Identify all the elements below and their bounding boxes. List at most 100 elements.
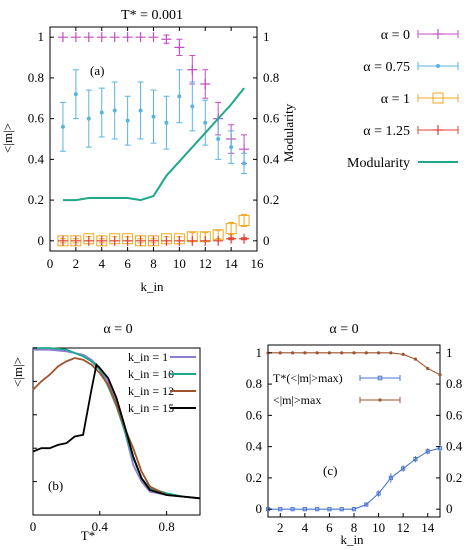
x-tick-label: 8: [150, 256, 157, 271]
legend-marker: [377, 375, 383, 381]
series-4: [62, 87, 245, 202]
data-point: [187, 64, 198, 75]
panel-a-ylabel-left: <|m|>: [0, 123, 15, 153]
panel-a-y-ticks-left: 0 0.2 0.4 0.6 0.8 1: [28, 29, 54, 248]
data-point: [70, 32, 81, 43]
legend-label: α = 0: [381, 28, 410, 43]
x-tick-label: 12: [199, 256, 212, 271]
y-tick-label: 0.4: [28, 151, 45, 166]
modularity-line: [62, 87, 245, 202]
panel-b: α = 0 (b) 0 0.4 0.8 T* <|m|> k_in = 1k_in …: [10, 322, 201, 543]
legend-marker: [433, 125, 443, 135]
data-point: [376, 491, 381, 496]
data-point: [60, 124, 65, 129]
panel-a-xlabel: k_in: [140, 279, 164, 294]
x-tick-label: 0: [30, 519, 37, 534]
data-point: [438, 373, 442, 377]
data-point: [401, 466, 406, 471]
x-tick-label: 0.4: [92, 519, 109, 534]
legend-label: k_in = 1: [128, 350, 168, 364]
panel-c: α = 0 (c) 2 4 6 8 10 12 14 0 0.2 0.4 0.6 0.8 1 0 0.2…: [246, 322, 463, 547]
data-point: [122, 32, 133, 43]
panel-c-x-ticks: 2 4 6 8 10 12 14: [277, 513, 435, 535]
y-tick-label-right: 0.8: [446, 376, 462, 391]
data-point: [177, 94, 182, 99]
x-tick-label: 10: [372, 520, 385, 535]
data-point: [83, 32, 94, 43]
panel-c-xlabel: k_in: [340, 532, 364, 547]
series-line-3: [32, 362, 201, 500]
data-point: [109, 32, 120, 43]
y-tick-label: 0: [38, 233, 45, 248]
legend-swatch-cap: [417, 62, 459, 70]
panel-c-y-ticks-left: 0 0.2 0.4 0.6 0.8 1: [246, 345, 272, 516]
legend-label: α = 1.25: [363, 124, 410, 139]
panel-a-plot-area: [57, 32, 250, 247]
data-point: [376, 351, 381, 355]
legend-label: k_in = 10: [128, 367, 174, 381]
panel-b-title: α = 0: [103, 322, 132, 337]
x-tick-label: 4: [99, 256, 106, 271]
data-point: [388, 475, 393, 481]
data-point: [148, 32, 159, 43]
y-tick-label: 0: [256, 501, 263, 516]
x-tick-label: 4: [302, 520, 309, 535]
series-1: [266, 351, 442, 377]
y-tick-label: 0.8: [28, 70, 44, 85]
x-tick-label: 10: [173, 256, 186, 271]
data-point: [238, 214, 250, 226]
series-0: [265, 445, 443, 512]
data-point: [135, 32, 146, 43]
data-point: [413, 457, 418, 462]
panel-c-plot-area: [265, 351, 443, 512]
series-3: [57, 233, 250, 246]
data-point: [290, 351, 295, 355]
legend-marker: [378, 398, 382, 402]
data-point: [327, 351, 332, 355]
data-point: [216, 137, 221, 141]
series-1: [59, 69, 248, 175]
data-point: [96, 235, 107, 246]
legend-label: Modularity: [347, 156, 410, 171]
data-point: [339, 507, 344, 512]
panel-c-title: α = 0: [329, 322, 358, 337]
data-point: [229, 145, 234, 150]
data-point: [225, 223, 237, 235]
data-point: [389, 351, 393, 355]
data-point: [303, 351, 307, 355]
y-tick-label: 0.4: [246, 439, 263, 454]
data-point: [226, 233, 237, 244]
y-tick-label-right: 1: [263, 29, 270, 44]
x-tick-label: 14: [225, 256, 239, 271]
data-point: [161, 235, 172, 246]
panel-b-ylabel: <|m|>: [10, 357, 25, 387]
data-point: [290, 507, 295, 512]
data-point: [96, 32, 107, 43]
data-point: [364, 351, 368, 355]
data-point: [401, 352, 405, 356]
data-point: [302, 507, 307, 512]
data-point: [242, 161, 247, 166]
data-point: [112, 108, 117, 113]
legend-label: T*(<|m|>max): [273, 371, 343, 385]
data-point: [425, 449, 430, 454]
data-point: [70, 235, 81, 246]
panel-c-label: (c): [323, 463, 337, 478]
legend-label: k_in = 12: [128, 384, 174, 398]
data-point: [161, 34, 172, 45]
x-tick-label: 2: [277, 520, 284, 535]
data-point: [213, 235, 224, 246]
panel-a-legend: α = 0 α = 0.75 α = 1 α = 1.25 Modularity: [347, 28, 459, 171]
panel-a-title: T* = 0.001: [121, 8, 183, 23]
panel-b-frame: [32, 347, 201, 516]
data-point: [86, 116, 91, 121]
data-point: [174, 42, 185, 53]
data-point: [135, 235, 146, 246]
data-point: [203, 120, 208, 125]
x-tick-label: 8: [351, 520, 358, 535]
legend-swatch-cap: [359, 375, 401, 381]
x-tick-label: 12: [397, 520, 410, 535]
legend-swatch-cap: [417, 30, 459, 38]
legend-label: k_in = 15: [128, 401, 174, 415]
